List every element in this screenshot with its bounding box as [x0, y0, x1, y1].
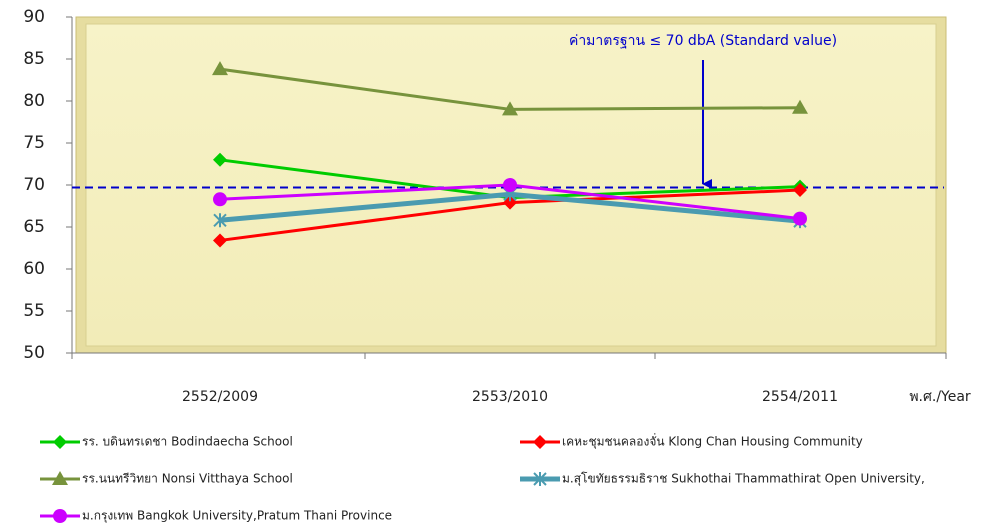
- data-point: [793, 211, 807, 226]
- data-point: [213, 213, 227, 228]
- data-point: [792, 99, 808, 114]
- legend-label: ม.สุโขทัยธรรมธิราช Sukhothai Thammathira…: [562, 472, 925, 487]
- annotation: ค่ามาตรฐาน ≤ 70 dbA (Standard value): [569, 33, 837, 49]
- data-point: [212, 61, 228, 76]
- legend-label: รร.นนทรีวิทยา Nonsi Vitthaya School: [82, 472, 293, 486]
- x-axis-label: พ.ศ./Year: [909, 389, 971, 405]
- y-tick-label: 90: [23, 7, 45, 27]
- x-tick-label: 2553/2010: [472, 389, 548, 405]
- legend-label: ม.กรุงเทพ Bangkok University,Pratum Than…: [82, 509, 392, 524]
- legend-marker: [52, 471, 68, 485]
- data-point: [213, 192, 227, 207]
- legend-marker: [53, 509, 67, 523]
- x-tick-label: 2552/2009: [182, 389, 258, 405]
- legend-marker: [533, 435, 547, 449]
- y-tick-label: 85: [23, 49, 45, 69]
- y-tick-label: 50: [23, 343, 45, 363]
- x-tick-label: 2554/2011: [762, 389, 838, 405]
- data-point: [503, 178, 517, 192]
- legend-marker: [53, 435, 67, 449]
- data-point: [502, 101, 518, 116]
- y-tick-label: 55: [23, 301, 45, 321]
- legend-label: รร. บดินทรเดชา Bodindaecha School: [82, 435, 293, 449]
- y-tick-label: 80: [23, 91, 45, 111]
- legend-label: เคหะชุมชนคลองจั่น Klong Chan Housing Com…: [562, 433, 863, 450]
- y-tick-label: 60: [23, 259, 45, 279]
- legend-marker: [533, 472, 547, 486]
- y-tick-label: 65: [23, 217, 45, 237]
- y-tick-label: 70: [23, 175, 45, 195]
- data-point: [213, 152, 227, 167]
- data-point: [793, 183, 807, 198]
- y-tick-label: 75: [23, 133, 45, 153]
- data-point: [213, 233, 227, 248]
